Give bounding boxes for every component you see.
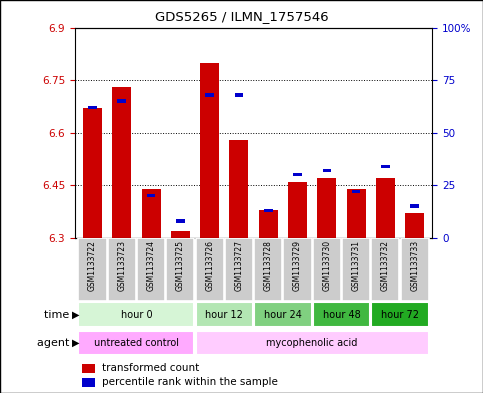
Text: GDS5265 / ILMN_1757546: GDS5265 / ILMN_1757546 — [155, 10, 328, 23]
Bar — [313, 238, 341, 301]
Bar — [83, 108, 102, 238]
Text: hour 48: hour 48 — [323, 310, 360, 320]
Bar — [88, 106, 97, 109]
Text: GSM1133731: GSM1133731 — [352, 240, 361, 291]
Bar — [117, 99, 126, 103]
Text: GSM1133733: GSM1133733 — [410, 240, 419, 291]
Bar — [112, 87, 131, 238]
Bar — [200, 62, 219, 238]
Text: agent: agent — [37, 338, 72, 348]
Text: percentile rank within the sample: percentile rank within the sample — [102, 377, 278, 387]
Text: GSM1133728: GSM1133728 — [264, 240, 273, 291]
Bar — [254, 303, 312, 327]
Text: GSM1133725: GSM1133725 — [176, 240, 185, 291]
Bar — [196, 331, 429, 355]
Bar — [352, 190, 360, 193]
Bar — [171, 231, 190, 238]
Bar — [288, 182, 307, 238]
Bar — [313, 303, 370, 327]
Text: ▶: ▶ — [72, 310, 80, 320]
Bar — [235, 93, 243, 97]
Text: hour 0: hour 0 — [121, 310, 152, 320]
Text: GSM1133726: GSM1133726 — [205, 240, 214, 291]
Bar — [381, 165, 390, 168]
Text: hour 72: hour 72 — [381, 310, 419, 320]
Text: GSM1133727: GSM1133727 — [234, 240, 243, 291]
Bar — [196, 238, 224, 301]
Bar — [323, 169, 331, 172]
Bar — [137, 238, 165, 301]
Bar — [371, 303, 429, 327]
Text: GSM1133723: GSM1133723 — [117, 240, 126, 291]
Bar — [264, 209, 272, 212]
Bar — [411, 204, 419, 208]
Bar — [147, 194, 156, 197]
Text: hour 12: hour 12 — [205, 310, 243, 320]
Bar — [142, 189, 160, 238]
Bar — [293, 173, 302, 176]
Bar — [196, 303, 253, 327]
Bar — [82, 364, 95, 373]
Text: time: time — [43, 310, 72, 320]
Bar — [254, 238, 282, 301]
Text: mycophenolic acid: mycophenolic acid — [267, 338, 358, 348]
Text: GSM1133722: GSM1133722 — [88, 240, 97, 291]
Bar — [371, 238, 399, 301]
Bar — [284, 238, 312, 301]
Bar — [405, 213, 424, 238]
Text: hour 24: hour 24 — [264, 310, 302, 320]
Bar — [108, 238, 136, 301]
Bar — [78, 238, 107, 301]
Bar — [376, 178, 395, 238]
Text: ▶: ▶ — [72, 338, 80, 348]
Text: untreated control: untreated control — [94, 338, 179, 348]
Bar — [400, 238, 429, 301]
Bar — [229, 140, 248, 238]
Text: transformed count: transformed count — [102, 364, 199, 373]
Bar — [78, 303, 194, 327]
Text: GSM1133724: GSM1133724 — [146, 240, 156, 291]
Bar — [347, 189, 366, 238]
Bar — [205, 93, 214, 97]
Bar — [78, 331, 194, 355]
Bar — [166, 238, 194, 301]
Bar — [342, 238, 370, 301]
Bar — [259, 210, 278, 238]
Bar — [225, 238, 253, 301]
Bar — [317, 178, 336, 238]
Text: GSM1133729: GSM1133729 — [293, 240, 302, 291]
Bar — [176, 219, 185, 223]
Text: GSM1133732: GSM1133732 — [381, 240, 390, 291]
Text: GSM1133730: GSM1133730 — [322, 240, 331, 291]
Bar — [82, 378, 95, 387]
